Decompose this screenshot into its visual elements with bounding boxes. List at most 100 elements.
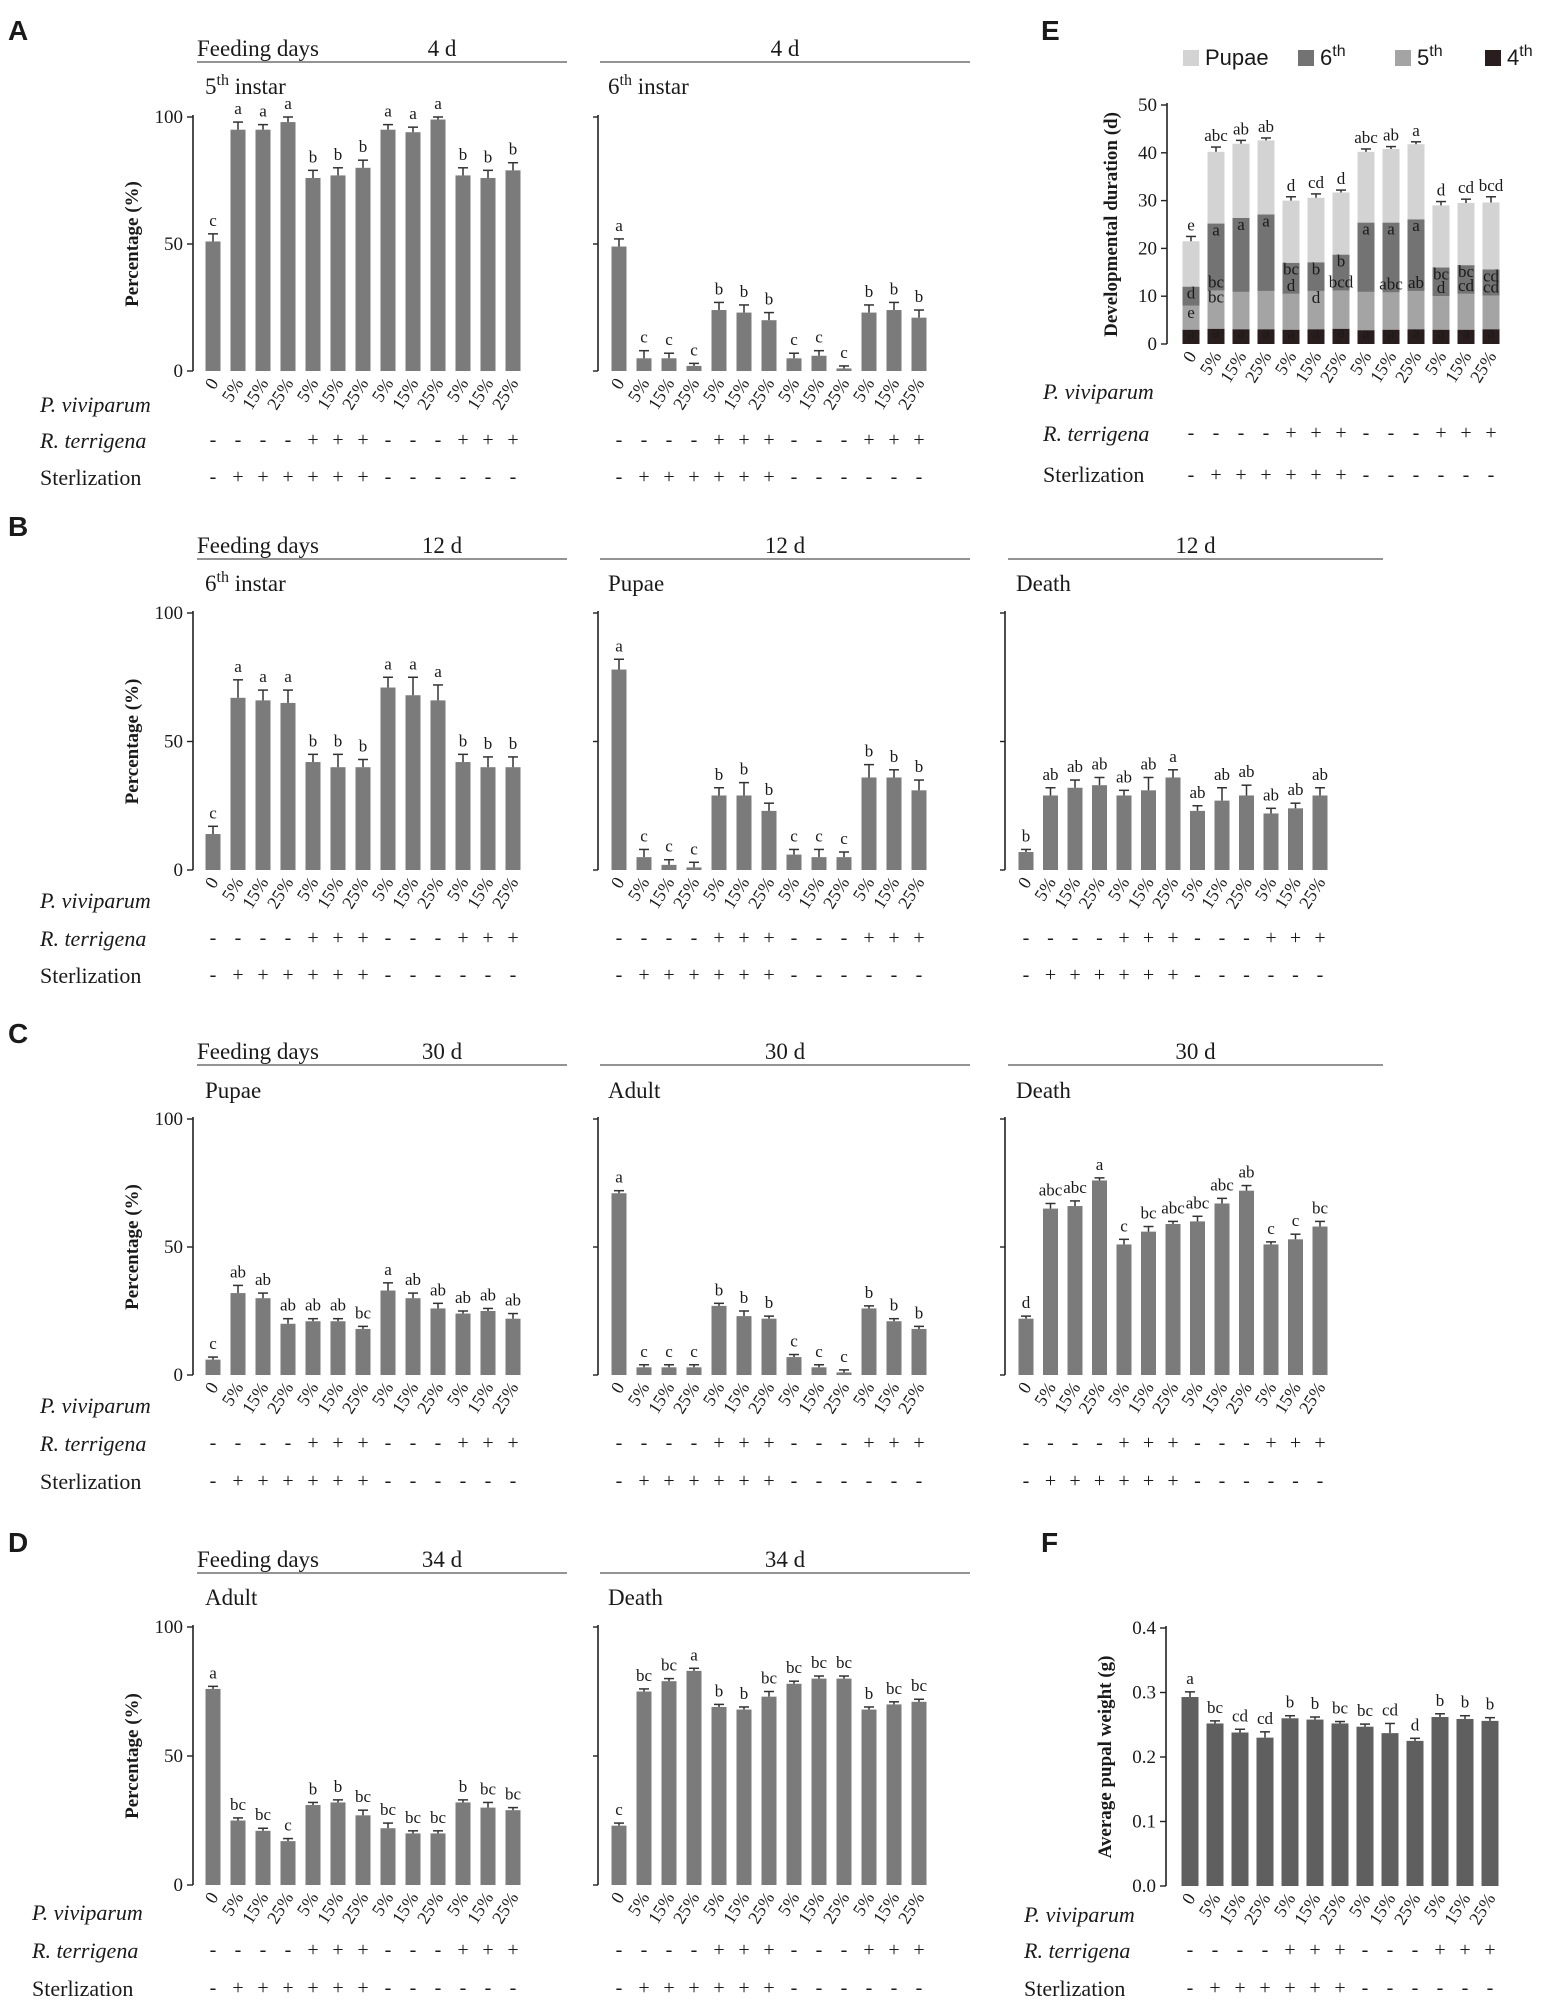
fungus-sign: - (616, 927, 623, 949)
fungus-sign: - (410, 927, 417, 949)
row-label-fungus: R. terrigena (1042, 421, 1149, 446)
bar (886, 310, 902, 371)
significance-letter: ab (255, 1270, 271, 1289)
significance-letter: ab (430, 1280, 446, 1299)
significance-letter: ab (455, 1288, 471, 1307)
fungus-sign: - (641, 927, 648, 949)
significance-letter: e (1187, 303, 1195, 322)
significance-letter: d (1022, 1293, 1031, 1312)
significance-letter: ab (1383, 126, 1399, 145)
sterilization-sign: + (1143, 964, 1154, 986)
sterilization-sign: + (1334, 1977, 1345, 1999)
x-tick-label: 25% (1465, 1890, 1499, 1929)
sterilization-sign: - (891, 1977, 898, 1999)
fungus-sign: + (1314, 927, 1325, 949)
stack-6th (1482, 269, 1500, 296)
fungus-sign: + (1334, 1939, 1345, 1961)
bar (761, 320, 777, 371)
y-tick-label: 50 (164, 1746, 183, 1767)
significance-letter: ab (1116, 767, 1132, 786)
bar (736, 312, 752, 371)
sterilization-sign: + (357, 1470, 368, 1492)
sterilization-sign: + (1284, 1977, 1295, 1999)
significance-letter: c (790, 1332, 798, 1351)
significance-letter: bc (1207, 1698, 1224, 1717)
sterilization-sign: - (616, 964, 623, 986)
stack-4th (1432, 329, 1450, 344)
stack-6th (1432, 267, 1450, 297)
fungus-sign: + (1167, 1432, 1178, 1454)
sterilization-sign: - (916, 1977, 923, 1999)
sterilization-sign: - (916, 1470, 923, 1492)
fungus-sign: - (791, 1939, 798, 1961)
fungus-sign: - (1072, 927, 1079, 949)
significance-letter: a (615, 1168, 623, 1187)
fungus-sign: - (260, 927, 267, 949)
sterilization-sign: + (1045, 964, 1056, 986)
fungus-sign: + (738, 429, 749, 451)
significance-letter: c (640, 1342, 648, 1361)
bar (455, 762, 471, 870)
fungus-sign: - (691, 429, 698, 451)
bar (811, 1367, 827, 1375)
fungus-sign: - (616, 429, 623, 451)
significance-letter: cd (1308, 173, 1325, 192)
header-days: 30 d (765, 1039, 806, 1064)
sterilization-sign: - (816, 1470, 823, 1492)
significance-letter: c (615, 1800, 623, 1819)
sterilization-sign: + (1094, 1470, 1105, 1492)
fungus-sign: + (713, 1432, 724, 1454)
x-tick-label: 0 (201, 1889, 223, 1907)
significance-letter: e (1187, 215, 1195, 234)
significance-letter: bc (1357, 1701, 1374, 1720)
sterilization-sign: - (1463, 464, 1470, 486)
row-label-sterilization: Sterlization (32, 1976, 133, 2001)
significance-letter: a (259, 667, 267, 686)
header-days: 34 d (422, 1547, 463, 1572)
sterilization-sign: - (510, 1977, 517, 1999)
stack-4th (1457, 329, 1475, 344)
bar (1263, 813, 1279, 870)
significance-letter: b (359, 137, 368, 156)
fungus-sign: - (210, 927, 217, 949)
bar (480, 177, 496, 371)
legend-sup: th (1429, 43, 1442, 60)
stack-5th (1482, 295, 1500, 330)
sterilization-sign: - (1363, 464, 1370, 486)
significance-letter: c (665, 837, 673, 856)
sterilization-sign: - (210, 1977, 217, 1999)
bar (686, 1367, 702, 1375)
sterilization-sign: + (738, 1977, 749, 1999)
significance-letter: b (915, 757, 924, 776)
significance-letter: bc (1208, 287, 1225, 306)
significance-letter: ab (1238, 762, 1254, 781)
legend-swatch (1298, 50, 1314, 66)
bar (1256, 1737, 1274, 1886)
bar (380, 687, 396, 870)
fungus-sign: - (641, 1432, 648, 1454)
x-tick-label: 25% (894, 1379, 928, 1418)
row-label-fungus: R. terrigena (39, 1431, 146, 1456)
y-tick-label: 0 (174, 860, 184, 881)
stack-6th (1382, 222, 1400, 293)
stack-6th (1257, 214, 1275, 291)
sterilization-sign: + (1118, 1470, 1129, 1492)
significance-letter: b (865, 742, 874, 761)
bar (911, 1328, 927, 1375)
bar (1239, 1190, 1254, 1375)
sterilization-sign: - (1317, 1470, 1324, 1492)
bar (811, 1678, 827, 1885)
fungus-sign: - (666, 429, 673, 451)
x-tick-label: 25% (1295, 1379, 1329, 1418)
fungus-sign: + (1167, 927, 1178, 949)
fungus-sign: + (888, 1432, 899, 1454)
significance-letter: c (1120, 1216, 1128, 1235)
sterilization-sign: - (791, 1977, 798, 1999)
x-tick-label: 0 (607, 1379, 629, 1397)
bar (736, 1316, 752, 1375)
bar (836, 857, 852, 870)
fungus-sign: + (888, 1939, 899, 1961)
row-label-species: P. viviparum (1023, 1902, 1135, 1927)
bar (761, 1318, 777, 1375)
significance-letter: cd (1232, 1706, 1249, 1725)
